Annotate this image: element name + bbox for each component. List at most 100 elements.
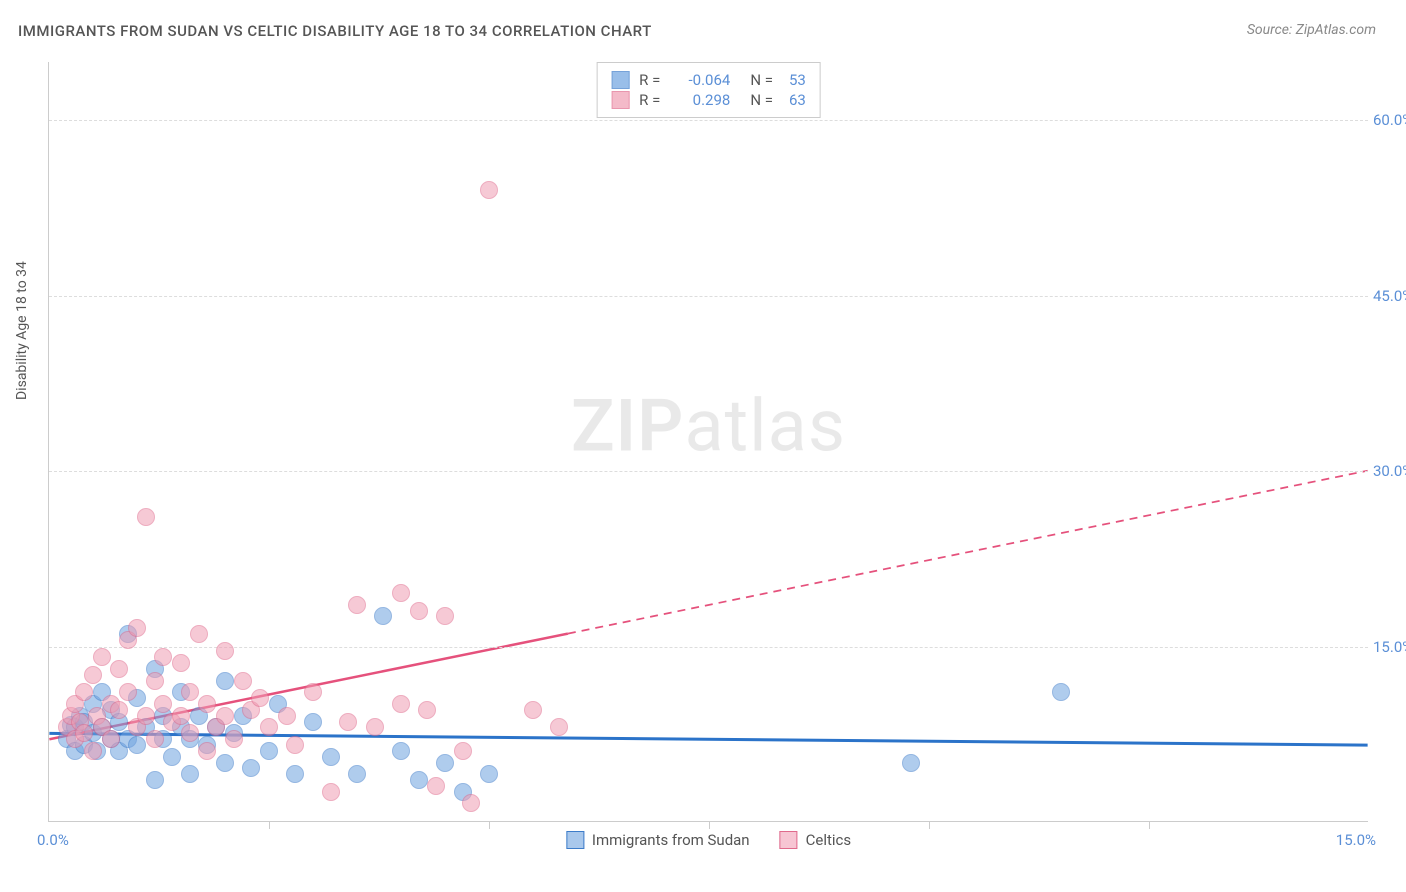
gridline <box>49 296 1368 297</box>
scatter-point <box>146 771 164 789</box>
scatter-point <box>163 748 181 766</box>
scatter-point <box>172 707 190 725</box>
r-value: -0.064 <box>670 71 730 89</box>
scatter-point <box>286 765 304 783</box>
scatter-point <box>304 713 322 731</box>
x-axis-max-label: 15.0% <box>1336 831 1376 849</box>
scatter-point <box>75 724 93 742</box>
scatter-point <box>304 683 322 701</box>
r-value: 0.298 <box>670 91 730 109</box>
r-label: R = <box>639 71 660 89</box>
chart-title: IMMIGRANTS FROM SUDAN VS CELTIC DISABILI… <box>18 22 652 40</box>
scatter-point <box>181 724 199 742</box>
n-label: N = <box>750 91 773 109</box>
x-axis-min-label: 0.0% <box>37 831 69 849</box>
series-name: Celtics <box>806 831 852 849</box>
scatter-point <box>322 783 340 801</box>
scatter-point <box>260 718 278 736</box>
scatter-point <box>216 754 234 772</box>
scatter-point <box>84 742 102 760</box>
scatter-point <box>128 736 146 754</box>
scatter-point <box>110 660 128 678</box>
legend-swatch <box>780 831 798 849</box>
n-label: N = <box>750 71 773 89</box>
series-legend: Immigrants from Sudan Celtics <box>566 831 851 849</box>
scatter-point <box>366 718 384 736</box>
legend-row: R = -0.064 N = 53 <box>611 71 806 89</box>
scatter-point <box>251 689 269 707</box>
scatter-point <box>348 596 366 614</box>
scatter-point <box>198 695 216 713</box>
scatter-point <box>75 683 93 701</box>
y-tick-label: 15.0% <box>1373 638 1406 656</box>
legend-swatch <box>566 831 584 849</box>
x-tick <box>269 821 270 829</box>
scatter-point <box>128 619 146 637</box>
scatter-point <box>181 683 199 701</box>
correlation-legend: R = -0.064 N = 53 R = 0.298 N = 63 <box>596 62 821 118</box>
scatter-point <box>154 695 172 713</box>
scatter-point <box>84 666 102 684</box>
scatter-point <box>348 765 366 783</box>
scatter-point <box>286 736 304 754</box>
scatter-point <box>137 707 155 725</box>
x-tick <box>1149 821 1150 829</box>
scatter-point <box>278 707 296 725</box>
legend-swatch <box>611 71 629 89</box>
x-tick <box>489 821 490 829</box>
n-value: 53 <box>789 71 806 89</box>
scatter-point <box>216 642 234 660</box>
scatter-point <box>198 742 216 760</box>
y-tick-label: 60.0% <box>1373 111 1406 129</box>
series-legend-item: Celtics <box>780 831 852 849</box>
scatter-point <box>322 748 340 766</box>
scatter-point <box>902 754 920 772</box>
legend-swatch <box>611 91 629 109</box>
scatter-point <box>181 765 199 783</box>
source-attribution: Source: ZipAtlas.com <box>1247 22 1376 38</box>
scatter-point <box>410 771 428 789</box>
scatter-point <box>154 648 172 666</box>
gridline <box>49 647 1368 648</box>
scatter-point <box>427 777 445 795</box>
gridline <box>49 471 1368 472</box>
scatter-point <box>550 718 568 736</box>
scatter-point <box>392 695 410 713</box>
scatter-point <box>454 742 472 760</box>
scatter-point <box>102 730 120 748</box>
scatter-point <box>172 654 190 672</box>
r-label: R = <box>639 91 660 109</box>
scatter-point <box>1052 683 1070 701</box>
scatter-point <box>242 759 260 777</box>
y-tick-label: 30.0% <box>1373 462 1406 480</box>
scatter-point <box>339 713 357 731</box>
scatter-point <box>392 742 410 760</box>
n-value: 63 <box>789 91 806 109</box>
y-tick-label: 45.0% <box>1373 287 1406 305</box>
scatter-point <box>260 742 278 760</box>
x-tick <box>709 821 710 829</box>
legend-row: R = 0.298 N = 63 <box>611 91 806 109</box>
series-legend-item: Immigrants from Sudan <box>566 831 750 849</box>
scatter-point <box>462 794 480 812</box>
scatter-point <box>216 672 234 690</box>
scatter-point <box>216 707 234 725</box>
scatter-point <box>436 754 454 772</box>
scatter-point <box>392 584 410 602</box>
scatter-point <box>146 730 164 748</box>
scatter-point <box>374 607 392 625</box>
gridline <box>49 120 1368 121</box>
scatter-point <box>119 683 137 701</box>
x-tick <box>929 821 930 829</box>
scatter-point <box>418 701 436 719</box>
scatter-point <box>93 648 111 666</box>
y-axis-label: Disability Age 18 to 34 <box>14 261 30 400</box>
scatter-point <box>480 181 498 199</box>
series-name: Immigrants from Sudan <box>592 831 750 849</box>
scatter-point <box>410 602 428 620</box>
scatter-point <box>190 625 208 643</box>
scatter-point <box>137 508 155 526</box>
scatter-point <box>436 607 454 625</box>
scatter-point <box>234 672 252 690</box>
scatter-point <box>146 672 164 690</box>
